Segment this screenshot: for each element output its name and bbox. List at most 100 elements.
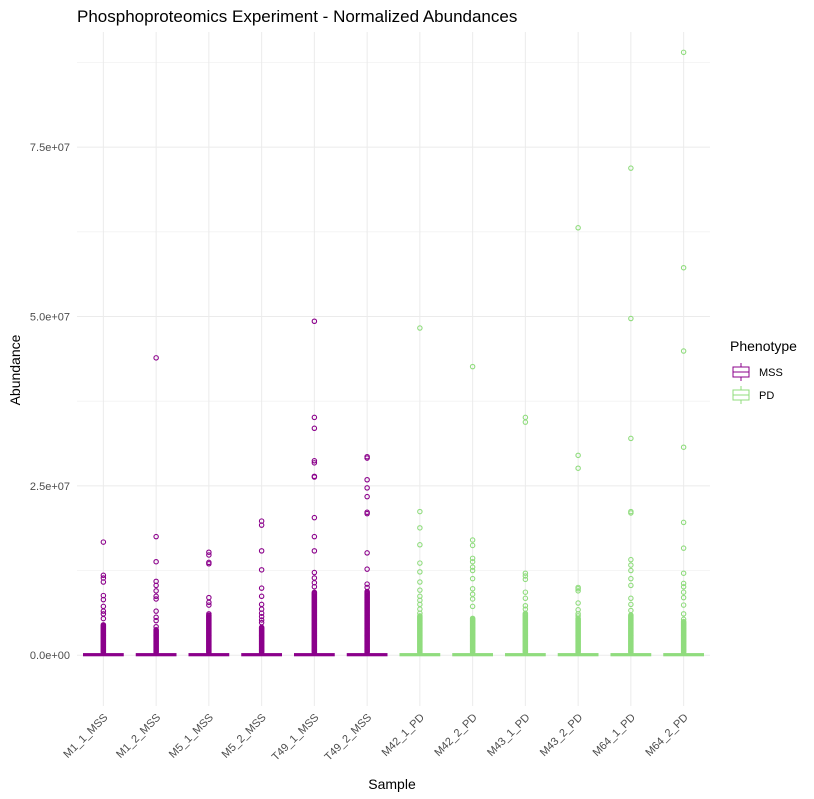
outlier-point bbox=[417, 560, 423, 566]
y-tick-label: 0.0e+00 bbox=[30, 650, 70, 662]
outlier-point bbox=[469, 575, 476, 582]
outlier-point bbox=[417, 525, 423, 531]
x-tick-label: M5_2_MSS bbox=[220, 712, 269, 761]
outlier-point bbox=[417, 542, 423, 548]
outlier-point bbox=[206, 549, 212, 555]
outlier-point bbox=[100, 572, 107, 579]
legend-label: PD bbox=[759, 390, 774, 402]
sample-box-M43_1_PD bbox=[504, 414, 546, 657]
outlier-point bbox=[311, 460, 318, 466]
outlier-point bbox=[575, 600, 581, 606]
x-tick-label: M42_1_PD bbox=[380, 712, 427, 759]
outlier-point bbox=[469, 537, 476, 543]
outlier-point bbox=[364, 584, 370, 591]
sample-box-T49_1_MSS bbox=[293, 318, 335, 657]
outlier-point bbox=[364, 550, 370, 556]
outlier-point bbox=[680, 444, 687, 450]
outlier-point bbox=[680, 348, 687, 354]
outlier-point bbox=[469, 567, 476, 574]
sample-box-M42_1_PD bbox=[399, 325, 441, 657]
y-axis: 0.0e+00 2.5e+07 5.0e+07 7.5e+07 bbox=[30, 142, 70, 662]
outlier-point bbox=[417, 508, 423, 515]
outlier-point bbox=[258, 617, 265, 623]
outlier-point bbox=[100, 615, 107, 622]
outlier-point bbox=[469, 564, 476, 570]
outlier-point bbox=[575, 611, 581, 617]
outlier-point bbox=[680, 594, 687, 601]
outlier-point bbox=[311, 584, 318, 590]
outlier-point bbox=[575, 465, 581, 471]
outlier-point bbox=[522, 606, 529, 612]
outlier-point bbox=[153, 617, 159, 624]
y-tick-label: 2.5e+07 bbox=[30, 481, 70, 493]
outlier-point bbox=[575, 586, 581, 592]
outlier-point bbox=[680, 49, 687, 56]
outlier-point bbox=[575, 225, 581, 231]
outlier-point bbox=[522, 602, 529, 609]
x-tick-label: T49_2_MSS bbox=[323, 712, 375, 764]
outlier-point bbox=[258, 610, 265, 616]
outlier-point bbox=[628, 562, 634, 568]
x-tick-label: M43_1_PD bbox=[485, 712, 532, 759]
outlier-point bbox=[628, 595, 634, 602]
outlier-point bbox=[469, 596, 476, 602]
outlier-point bbox=[628, 165, 634, 171]
y-tick-label: 5.0e+07 bbox=[30, 312, 70, 324]
x-tick-label: T49_1_MSS bbox=[270, 712, 322, 764]
outlier-point bbox=[417, 579, 423, 585]
outlier-point bbox=[628, 315, 634, 322]
outlier-point bbox=[680, 611, 687, 617]
outlier-point bbox=[522, 570, 529, 576]
sample-box-M64_1_PD bbox=[610, 165, 652, 657]
outlier-point bbox=[311, 414, 318, 421]
outlier-point bbox=[100, 579, 107, 585]
outlier-point bbox=[575, 588, 581, 594]
outlier-point bbox=[153, 623, 159, 630]
outlier-point bbox=[258, 548, 265, 554]
outlier-point bbox=[311, 569, 318, 576]
outlier-point bbox=[575, 613, 581, 619]
outlier-point bbox=[469, 558, 476, 565]
sample-box-T49_2_MSS bbox=[346, 453, 388, 657]
outlier-point bbox=[628, 601, 634, 608]
outlier-point bbox=[311, 589, 318, 596]
x-tick-label: M64_1_PD bbox=[591, 712, 638, 759]
outlier-point bbox=[469, 603, 476, 610]
outlier-point bbox=[153, 533, 159, 540]
outlier-point bbox=[417, 613, 423, 619]
outlier-point bbox=[153, 355, 159, 361]
outlier-point bbox=[153, 558, 159, 565]
outlier-point bbox=[680, 602, 687, 608]
outlier-point bbox=[522, 419, 529, 425]
outlier-point bbox=[364, 477, 370, 483]
outlier-point bbox=[417, 587, 423, 593]
y-axis-title: Abundance bbox=[7, 334, 23, 405]
outlier-point bbox=[469, 586, 476, 592]
outlier-point bbox=[364, 455, 370, 461]
sample-box-M43_2_PD bbox=[557, 225, 599, 657]
y-tick-label: 7.5e+07 bbox=[30, 142, 70, 154]
outlier-point bbox=[469, 615, 476, 622]
outlier-point bbox=[311, 318, 318, 324]
sample-box-M64_2_PD bbox=[663, 49, 705, 657]
sample-box-M5_1_MSS bbox=[188, 549, 230, 657]
x-axis: M1_1_MSS M1_2_MSS M5_1_MSS M5_2_MSS T49_1_MS… bbox=[61, 712, 690, 764]
outlier-point bbox=[206, 552, 212, 558]
outlier-point bbox=[628, 582, 634, 589]
outlier-point bbox=[680, 264, 687, 271]
outlier-point bbox=[469, 542, 476, 549]
outlier-point bbox=[628, 607, 634, 614]
outlier-point bbox=[680, 519, 687, 526]
outlier-point bbox=[364, 510, 370, 517]
outlier-point bbox=[258, 567, 265, 573]
x-axis-title: Sample bbox=[368, 776, 416, 792]
outlier-point bbox=[522, 595, 529, 602]
legend-key-mss bbox=[732, 363, 750, 381]
outlier-point bbox=[258, 619, 265, 626]
outlier-point bbox=[680, 618, 687, 625]
sample-box-M1_2_MSS bbox=[135, 355, 177, 657]
outlier-point bbox=[100, 596, 107, 603]
outlier-point bbox=[628, 575, 634, 582]
outlier-point bbox=[522, 589, 529, 595]
boxes bbox=[82, 49, 705, 657]
